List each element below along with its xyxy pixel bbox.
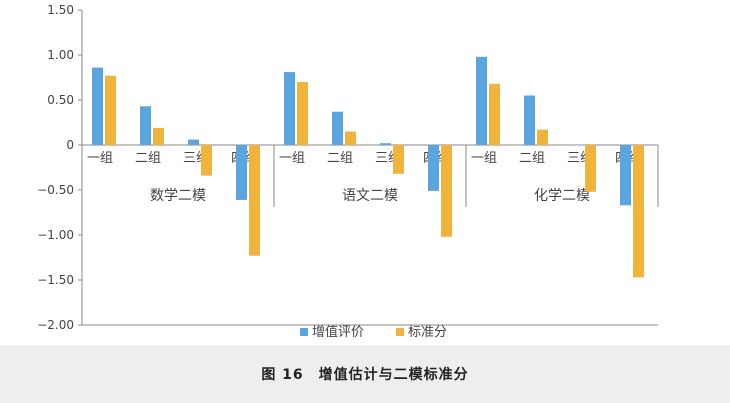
axis-layer: 1.501.000.500−0.50−1.00−1.50−2.00一组二组三组四… [37, 3, 659, 332]
legend-label: 标准分 [408, 325, 447, 340]
bar-standard-score [153, 127, 164, 145]
bar-standard-score [297, 82, 308, 145]
bar-value-added [572, 145, 583, 146]
figure-caption: 图 16 增值估计与二模标准分 [261, 367, 469, 383]
bar-standard-score [441, 145, 452, 237]
bar-value-added [236, 145, 247, 200]
bar-standard-score [345, 131, 356, 145]
y-tick-label: −1.50 [37, 273, 74, 287]
y-tick-label: 0.50 [47, 93, 74, 107]
y-tick-label: −2.00 [37, 318, 74, 332]
bar-value-added [380, 143, 391, 145]
y-tick-label: −0.50 [37, 183, 74, 197]
legend-swatch [300, 328, 308, 336]
bar-value-added [428, 145, 439, 191]
bar-value-added [188, 139, 199, 145]
group-label: 语文二模 [342, 188, 398, 204]
bar-standard-score [249, 145, 260, 256]
legend-swatch [396, 328, 404, 336]
bar-value-added [140, 106, 151, 145]
bar-value-added [284, 72, 295, 145]
bar-chart: 1.501.000.500−0.50−1.00−1.50−2.00一组二组三组四… [37, 3, 659, 340]
bar-value-added [92, 67, 103, 145]
category-label: 一组 [279, 151, 305, 166]
category-label: 二组 [135, 151, 161, 166]
bar-layer [92, 56, 644, 278]
bar-standard-score [201, 145, 212, 176]
bar-standard-score [537, 129, 548, 145]
bar-standard-score [633, 145, 644, 278]
bar-value-added [332, 111, 343, 145]
bar-value-added [620, 145, 631, 206]
category-label: 一组 [471, 151, 497, 166]
category-label: 二组 [519, 151, 545, 166]
bar-standard-score [489, 83, 500, 145]
bar-standard-score [105, 75, 116, 145]
group-label: 化学二模 [534, 188, 590, 204]
caption-bar: 图 16 增值估计与二模标准分 [0, 345, 730, 403]
group-label: 数学二模 [150, 188, 206, 204]
y-tick-label: 1.50 [47, 3, 74, 17]
category-label: 二组 [327, 151, 353, 166]
y-tick-label: 1.00 [47, 48, 74, 62]
category-label: 一组 [87, 151, 113, 166]
bar-value-added [476, 56, 487, 145]
y-tick-label: −1.00 [37, 228, 74, 242]
y-tick-label: 0 [66, 138, 74, 152]
bar-value-added [524, 95, 535, 145]
legend: 增值评价 标准分 [300, 324, 447, 340]
bar-standard-score [585, 145, 596, 192]
bar-standard-score [393, 145, 404, 174]
legend-label: 增值评价 [312, 324, 364, 340]
